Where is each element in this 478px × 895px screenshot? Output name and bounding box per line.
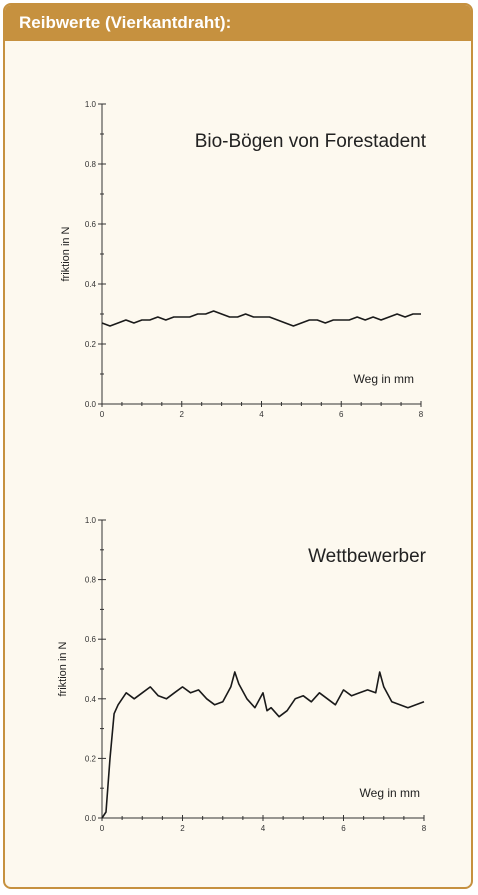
chart1-series-line-1 — [101, 310, 421, 327]
panel-title: Reibwerte (Vierkantdraht): — [5, 5, 471, 41]
chart1-y-axis-label: friktion in N — [60, 226, 72, 281]
chart2-y-tick-label: 0.0 — [85, 814, 97, 823]
chart2-x-tick-label: 8 — [422, 824, 427, 833]
chart1-y-tick-label: 0.8 — [85, 160, 97, 169]
chart1-x-axis-label: Weg in mm — [354, 372, 414, 386]
chart2-x-tick-label: 0 — [100, 824, 105, 833]
chart2-series-line-1 — [101, 671, 425, 819]
chart1-x-tick-label: 0 — [100, 410, 105, 419]
chart2-y-tick-label: 1.0 — [85, 516, 97, 525]
chart2-title: Wettbewerber — [308, 546, 427, 567]
chart1-x-tick-label: 8 — [419, 410, 424, 419]
chart2-y-axis-label: friktion in N — [57, 641, 69, 696]
chart1-x-tick-label: 2 — [180, 410, 185, 419]
chart2-x-tick-label: 2 — [180, 824, 185, 833]
chart2-x-tick-label: 4 — [261, 824, 266, 833]
chart2-y-tick-label: 0.4 — [85, 695, 97, 704]
chart1-x-tick-label: 6 — [339, 410, 344, 419]
chart1-y-tick-label: 0.6 — [85, 220, 97, 229]
chart2-y-tick-label: 0.2 — [85, 754, 97, 763]
chart1-y-tick-label: 0.2 — [85, 340, 97, 349]
chart2-y-tick-label: 0.8 — [85, 576, 97, 585]
chart1-y-tick-label: 0.0 — [85, 400, 97, 409]
chart1-x-tick-label: 4 — [259, 410, 264, 419]
chart2-x-tick-label: 6 — [341, 824, 346, 833]
chart2-x-axis-label: Weg in mm — [360, 786, 420, 800]
chart1-y-tick-label: 1.0 — [85, 100, 97, 109]
friction-panel: Reibwerte (Vierkantdraht): — [3, 3, 473, 889]
chart1-y-tick-label: 0.4 — [85, 280, 97, 289]
chart1-title: Bio-Bögen von Forestadent — [195, 131, 427, 152]
chart2-y-tick-label: 0.6 — [85, 635, 97, 644]
